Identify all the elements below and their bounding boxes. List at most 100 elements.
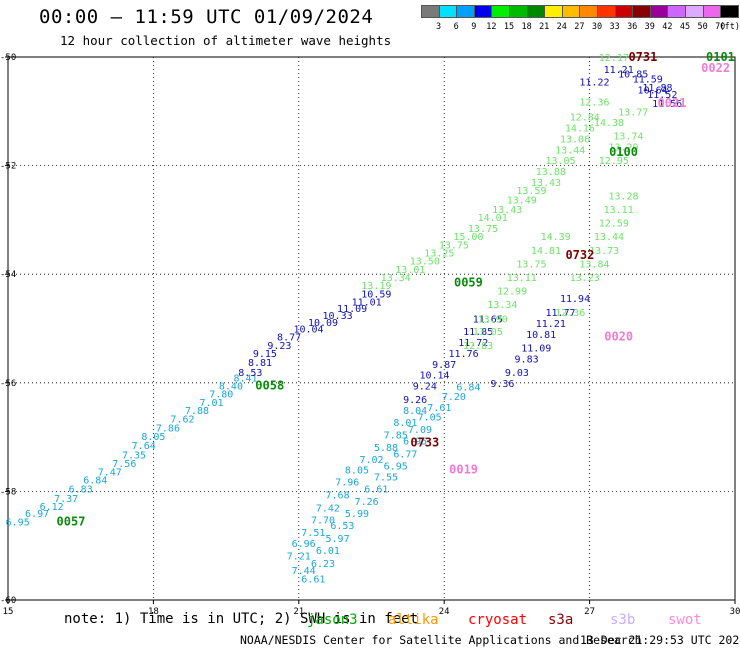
wave-height-label: 8.05 xyxy=(141,432,165,443)
legend-label: 45 xyxy=(679,22,691,32)
legend-unit: (ft) xyxy=(719,22,740,32)
wave-height-label: 6.84 xyxy=(456,383,480,394)
wave-height-label: 7.02 xyxy=(359,455,383,466)
wave-height-label: 11.65 xyxy=(473,315,503,326)
legend-swatch xyxy=(561,5,581,18)
legend-label: 3 xyxy=(436,22,442,32)
wave-height-label: 7.42 xyxy=(316,504,340,515)
wave-height-label: 13.34 xyxy=(381,273,411,284)
footer-timestamp: 13 Dec 21:29:53 UTC 2024 xyxy=(580,633,740,647)
wave-height-label: 7.61 xyxy=(427,403,451,414)
pass-time-label: 0057 xyxy=(57,514,86,528)
legend-swatch xyxy=(685,5,704,18)
chart-subtitle: 12 hour collection of altimeter wave hei… xyxy=(60,33,392,48)
wave-height-label: 7.68 xyxy=(326,491,350,502)
y-tick-label: -60 xyxy=(0,596,16,606)
wave-height-label: 6.84 xyxy=(83,475,107,486)
wave-height-label: 13.29 xyxy=(608,143,638,154)
wave-height-label: 14.81 xyxy=(531,246,561,257)
wave-height-label: 12.17 xyxy=(599,53,629,64)
legend-label: 27 xyxy=(574,22,585,32)
wave-height-label: 9.87 xyxy=(432,360,456,371)
y-tick-label: -56 xyxy=(0,379,16,389)
wave-height-label: 13.25 xyxy=(424,248,454,259)
legend-swatch xyxy=(632,5,651,18)
wave-height-label: 13.50 xyxy=(410,257,440,268)
wave-height-label: 7.37 xyxy=(54,494,78,505)
legend-label: 39 xyxy=(644,22,655,32)
wave-height-label: 9.23 xyxy=(267,341,291,352)
wave-height-label: 13.19 xyxy=(361,281,391,292)
wave-height-label: 6.95 xyxy=(6,517,30,528)
wave-height-label: 13.49 xyxy=(507,195,537,206)
x-tick-label: 24 xyxy=(439,607,450,617)
wave-height-label: 14.38 xyxy=(594,118,624,129)
wave-height-label: 11.59 xyxy=(633,75,663,86)
wave-height-label: 10.14 xyxy=(419,371,449,382)
wave-height-label: 11.72 xyxy=(458,338,488,349)
wave-height-label: 7.64 xyxy=(132,441,156,452)
legend-swatch xyxy=(473,5,493,18)
wave-height-label: 8.04 xyxy=(403,406,427,417)
legend-swatch xyxy=(720,5,739,18)
pass-time-label: 0019 xyxy=(449,463,478,477)
legend-swatch xyxy=(509,5,528,18)
wave-height-label: 9.15 xyxy=(253,349,277,360)
wave-height-label: 8.53 xyxy=(238,368,262,379)
wave-height-label: 6.97 xyxy=(25,509,49,520)
satellite-label-swot: swot xyxy=(668,612,702,628)
pass-time-label: 0733 xyxy=(410,436,439,450)
pass-time-label: 0732 xyxy=(565,248,594,262)
wave-height-label: 8.77 xyxy=(277,333,301,344)
wave-height-label: 6.61 xyxy=(301,574,325,585)
wave-height-label: 7.47 xyxy=(98,467,122,478)
wave-height-label: 8.01 xyxy=(393,418,417,429)
wave-height-label: 13.73 xyxy=(589,246,619,257)
wave-height-label: 6.23 xyxy=(311,559,335,570)
y-tick-label: -54 xyxy=(0,270,16,280)
wave-height-label: 9.83 xyxy=(515,354,539,365)
wave-height-label: 13.75 xyxy=(468,224,498,235)
wave-height-label: 6.61 xyxy=(364,485,388,496)
wave-height-label: 7.01 xyxy=(200,398,224,409)
wave-height-label: 11.85 xyxy=(463,327,493,338)
wave-height-label: 14.01 xyxy=(478,213,508,224)
x-tick-label: 15 xyxy=(3,607,14,617)
wave-height-label: 13.11 xyxy=(604,205,634,216)
pass-time-label: 0101 xyxy=(706,50,735,64)
legend-swatch xyxy=(544,5,563,18)
wave-height-label: 13.43 xyxy=(531,178,561,189)
legend-label: 36 xyxy=(627,22,638,32)
wave-height-label: 8.05 xyxy=(345,466,369,477)
wave-height-label: 6.01 xyxy=(316,546,340,557)
legend-swatch xyxy=(456,5,475,18)
wave-height-label: 11.01 xyxy=(352,297,382,308)
satellite-label-s3a: s3a xyxy=(548,612,574,628)
wave-height-label: 9.03 xyxy=(505,368,529,379)
wave-height-label: 11.09 xyxy=(521,344,551,355)
wave-height-label: 15.00 xyxy=(453,232,483,243)
wave-height-label: 13.59 xyxy=(516,186,546,197)
wave-height-label: 7.86 xyxy=(156,423,180,434)
wave-height-label: 7.70 xyxy=(311,516,335,527)
wave-height-label: 6.12 xyxy=(40,502,64,513)
wave-height-label: 9.24 xyxy=(413,382,437,393)
pass-time-label: 0058 xyxy=(255,379,284,393)
wave-height-label: 13.06 xyxy=(560,134,590,145)
wave-height-label: 10.33 xyxy=(323,311,353,322)
wave-height-label: 10.81 xyxy=(526,330,556,341)
wave-height-label: 7.88 xyxy=(185,406,209,417)
wave-height-label: 11.52 xyxy=(647,90,677,101)
wave-height-label: 11.09 xyxy=(337,304,367,315)
legend-label: 21 xyxy=(539,22,550,32)
wave-height-label: 14.16 xyxy=(565,124,595,135)
wave-height-label: 12.99 xyxy=(497,286,527,297)
legend-label: 6 xyxy=(453,22,459,32)
wave-height-label: 13.23 xyxy=(570,273,600,284)
wave-height-label: 7.21 xyxy=(287,551,311,562)
wave-height-label: 6.95 xyxy=(384,461,408,472)
y-tick-label: -58 xyxy=(0,487,16,497)
wave-height-label: 11.94 xyxy=(560,294,590,305)
wave-height-label: 7.96 xyxy=(335,478,359,489)
wave-height-label: 13.34 xyxy=(487,300,517,311)
